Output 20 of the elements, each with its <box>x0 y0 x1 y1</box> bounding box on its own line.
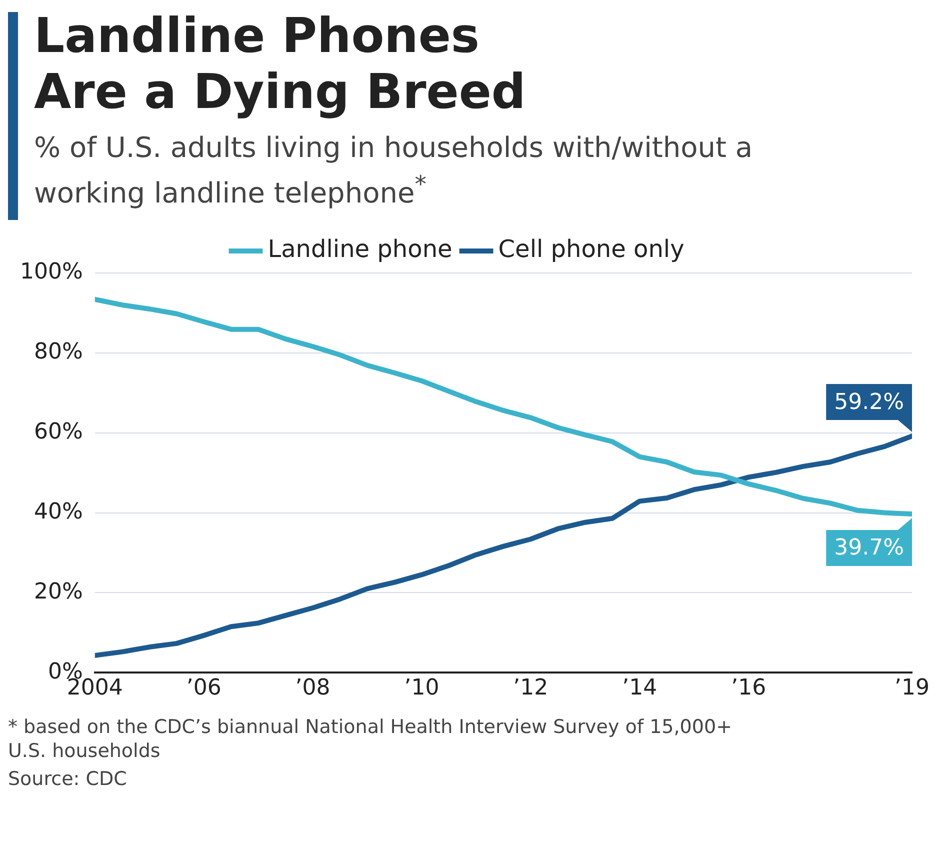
x-tick-label: ’10 <box>404 676 440 701</box>
text: * based on the CDC’s biannual National Health Interview Survey of 15,000+ U.S. households <box>8 715 733 764</box>
x-tick-label: ’12 <box>513 676 548 701</box>
y-tick-label: 100% <box>20 260 83 286</box>
x-tick-label: ’16 <box>731 676 766 701</box>
legend-label: Landline phone <box>268 236 452 264</box>
y-tick-label: 80% <box>34 340 83 365</box>
data-label: 39.7% <box>834 536 904 562</box>
y-tick-label: 20% <box>34 580 83 605</box>
y-tick-label: 40% <box>34 500 83 525</box>
x-tick-label: ’08 <box>295 676 330 701</box>
y-tick-label: 60% <box>34 420 83 445</box>
x-tick-label: ’19 <box>894 676 930 701</box>
chart-subtitle: % of U.S. adults living in households with/without a working landline telephone$^{*}$ <box>34 130 754 212</box>
data-label: 59.2% <box>834 390 904 416</box>
x-tick-label: ’06 <box>186 676 222 701</box>
x-tick-label: ’14 <box>622 676 658 701</box>
source-note: Source: CDC <box>8 767 128 792</box>
chart-title: Landline Phones Are a Dying Breed <box>34 8 527 120</box>
legend-label: Cell phone only <box>498 236 684 264</box>
